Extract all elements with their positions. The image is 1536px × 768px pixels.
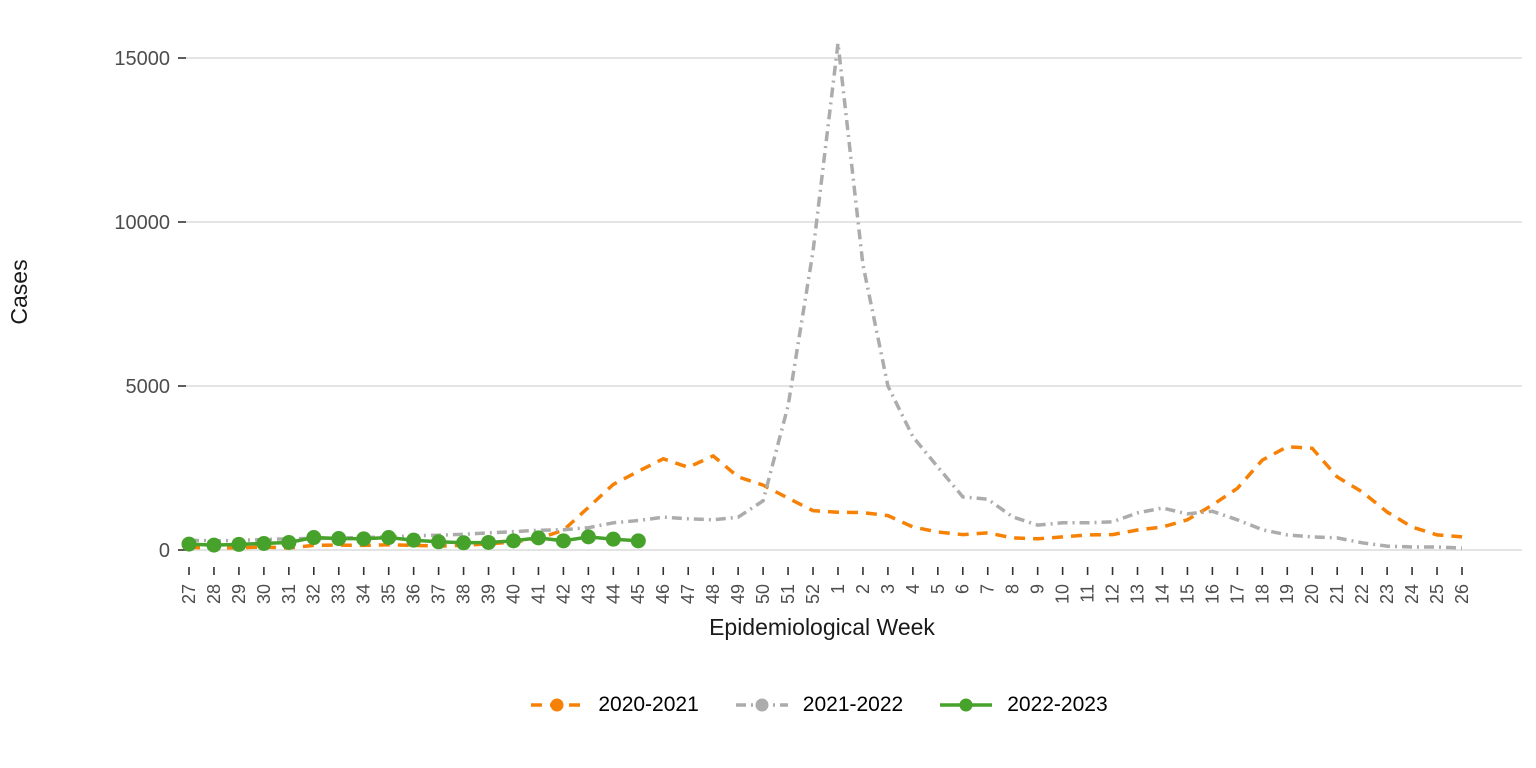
x-tick-label: 4 (903, 584, 923, 594)
x-tick-label: 18 (1252, 584, 1272, 604)
x-tick-label: 5 (928, 584, 948, 594)
x-tick-label: 42 (553, 584, 573, 604)
x-tick-label: 45 (628, 584, 648, 604)
x-tick-label: 30 (254, 584, 274, 604)
x-tick-label: 15 (1177, 584, 1197, 604)
data-point-marker (381, 530, 397, 546)
x-tick-label: 22 (1352, 584, 1372, 604)
x-tick-label: 25 (1427, 584, 1447, 604)
data-point-marker (406, 532, 422, 548)
data-point-marker (306, 530, 322, 546)
x-tick-label: 46 (653, 584, 673, 604)
legend-key-solid-green-icon (940, 698, 993, 712)
data-point-marker (281, 534, 297, 550)
legend-item-2020-2021: 2020-2021 (528, 692, 699, 718)
x-axis-title: Epidemiological Week (709, 614, 935, 640)
x-tick-label: 29 (229, 584, 249, 604)
y-tick-label: 15000 (114, 48, 170, 70)
legend-key-dashed-orange-icon (531, 698, 584, 712)
x-tick-label: 32 (304, 584, 324, 604)
x-tick-label: 14 (1152, 584, 1172, 604)
legend-label-2021-2022: 2021-2022 (802, 693, 904, 716)
legend-item-2022-2023: 2022-2023 (937, 692, 1108, 718)
x-tick-label: 12 (1102, 584, 1122, 604)
x-tick-label: 11 (1078, 584, 1098, 603)
x-tick-label: 40 (503, 584, 523, 604)
x-tick-label: 50 (753, 584, 773, 604)
series-line-2020-2021 (188, 444, 1463, 550)
x-tick-label: 13 (1127, 584, 1147, 604)
x-tick-label: 28 (204, 584, 224, 604)
y-tick-label: 10000 (114, 212, 170, 234)
data-point-marker (580, 529, 596, 545)
data-point-marker (356, 531, 372, 547)
legend-label-2022-2023: 2022-2023 (1007, 693, 1108, 716)
x-tick-label: 34 (354, 584, 374, 604)
x-tick-label: 41 (528, 584, 548, 604)
x-tick-label: 24 (1402, 584, 1422, 604)
x-tick-label: 19 (1277, 584, 1297, 604)
x-tick-label: 7 (978, 584, 998, 594)
data-point-marker (181, 536, 197, 552)
data-point-marker (331, 531, 347, 547)
data-point-marker (530, 530, 546, 546)
x-tick-label: 36 (404, 584, 424, 604)
data-point-marker (206, 537, 222, 553)
x-tick-label: 8 (1003, 584, 1023, 594)
x-tick-label: 48 (703, 584, 723, 604)
series-lines (181, 42, 1463, 553)
series-line-2021-2022 (188, 42, 1463, 550)
x-tick-label: 1 (828, 584, 848, 594)
x-tick-label: 43 (578, 584, 598, 604)
chart-legend: 2020-2021 2021-2022 2022-2023 (100, 692, 1536, 718)
x-tick-label: 10 (1053, 584, 1073, 604)
x-tick-label: 9 (1028, 584, 1048, 594)
data-point-marker (630, 533, 646, 549)
gridlines (186, 57, 1522, 551)
x-tick-label: 20 (1302, 584, 1322, 604)
x-tick-label: 37 (429, 584, 449, 604)
x-tick-label: 3 (878, 584, 898, 594)
x-tick-label: 23 (1377, 584, 1397, 604)
x-tick-label: 31 (279, 584, 299, 604)
y-axis-title: Cases (6, 259, 32, 324)
x-tick-label: 35 (379, 584, 399, 604)
legend-item-2021-2022: 2021-2022 (733, 692, 903, 718)
x-tick-label: 51 (778, 584, 798, 604)
x-tick-label: 6 (953, 584, 973, 594)
axis-ticks (178, 57, 1463, 575)
data-point-marker (481, 534, 497, 550)
x-tick-label: 44 (603, 584, 623, 604)
x-tick-label: 27 (179, 584, 199, 604)
legend-label-2020-2021: 2020-2021 (598, 693, 699, 716)
x-tick-label: 16 (1202, 584, 1222, 604)
data-point-marker (231, 536, 247, 552)
x-tick-label: 26 (1452, 584, 1472, 604)
x-tick-label: 2 (853, 584, 873, 594)
x-tick-label: 52 (803, 584, 823, 604)
x-tick-label: 49 (728, 584, 748, 604)
data-point-marker (555, 533, 571, 549)
data-point-marker (256, 535, 272, 551)
data-point-marker (456, 535, 472, 551)
y-tick-label: 5000 (126, 376, 171, 398)
x-tick-label: 17 (1227, 584, 1247, 604)
legend-key-dashdot-gray-icon (735, 698, 788, 712)
data-point-marker (431, 534, 447, 550)
x-tick-label: 21 (1327, 584, 1347, 604)
x-tick-label: 39 (478, 584, 498, 604)
x-tick-label: 38 (454, 584, 474, 604)
x-tick-label: 33 (329, 584, 349, 604)
data-point-marker (505, 533, 521, 549)
x-tick-label: 47 (678, 584, 698, 604)
y-tick-label: 0 (159, 540, 170, 562)
data-point-marker (605, 531, 621, 547)
